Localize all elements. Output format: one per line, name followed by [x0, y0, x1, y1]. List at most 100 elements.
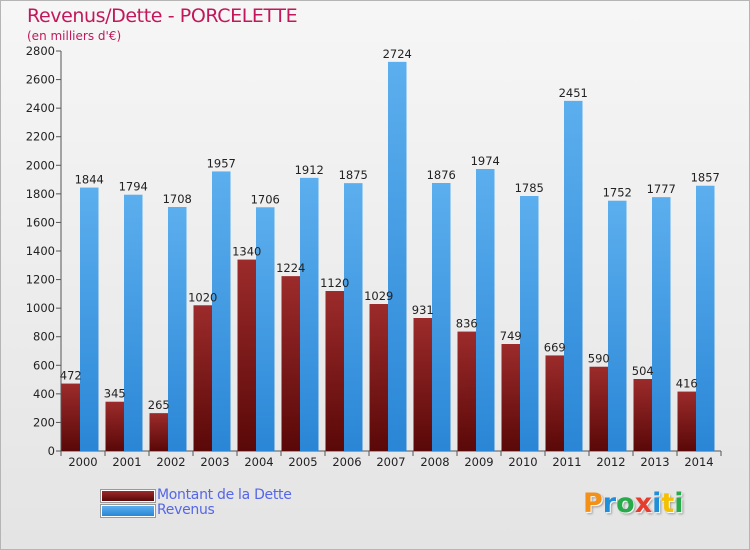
y-tick-label: 200 — [33, 415, 55, 429]
x-tick-label: 2006 — [332, 455, 361, 469]
bar-revenus — [432, 183, 451, 451]
data-label-dette: 836 — [456, 317, 478, 331]
data-label-revenus: 1974 — [471, 154, 500, 168]
y-tick-label: 800 — [33, 330, 55, 344]
data-label-revenus: 2451 — [559, 86, 588, 100]
bar-dette — [105, 401, 124, 451]
data-label-dette: 749 — [500, 329, 522, 343]
y-tick-label: 1400 — [26, 244, 55, 258]
data-label-dette: 931 — [412, 303, 434, 317]
y-tick-label: 1800 — [26, 187, 55, 201]
bar-revenus — [212, 171, 231, 451]
bar-dette — [589, 366, 608, 451]
data-label-revenus: 1785 — [515, 181, 544, 195]
chart-subtitle: (en milliers d'€) — [27, 29, 122, 43]
data-label-dette: 1020 — [188, 290, 217, 304]
data-label-revenus: 1876 — [427, 168, 456, 182]
y-tick-label: 1000 — [26, 301, 55, 315]
y-tick-label: 2200 — [26, 130, 55, 144]
bar-dette — [633, 379, 652, 451]
data-label-revenus: 1875 — [339, 168, 368, 182]
data-label-dette: 345 — [104, 387, 126, 401]
bar-dette — [149, 413, 168, 451]
bar-revenus — [564, 100, 583, 451]
bar-dette — [677, 391, 696, 451]
data-label-dette: 504 — [632, 364, 654, 378]
data-label-dette: 590 — [588, 352, 610, 366]
y-tick-label: 600 — [33, 358, 55, 372]
data-label-dette: 472 — [60, 369, 82, 383]
bar-revenus — [256, 207, 275, 451]
bar-revenus — [608, 200, 627, 451]
data-label-dette: 265 — [148, 398, 170, 412]
x-axis: 2000 2001 2002 2003 2004 2005 2006 2007 2008 2009… — [60, 450, 722, 469]
logo-letter: o — [616, 488, 635, 519]
data-label-dette: 416 — [676, 377, 698, 391]
x-tick-label: 2004 — [244, 455, 273, 469]
y-tick-label: 2000 — [26, 158, 55, 172]
bar-dette — [61, 383, 80, 451]
x-tick-label: 2012 — [596, 455, 625, 469]
legend-swatch-dette — [101, 490, 155, 502]
logo-letter: i — [674, 488, 684, 519]
bar-revenus — [344, 183, 363, 451]
x-tick-label: 2014 — [684, 455, 713, 469]
y-tick-label: 400 — [33, 387, 55, 401]
proxiti-logo: Proxiti — [583, 488, 684, 519]
data-label-dette: 669 — [544, 340, 566, 354]
x-tick-label: 2013 — [640, 455, 669, 469]
x-tick-label: 2000 — [68, 455, 97, 469]
bar-revenus — [652, 197, 671, 451]
bar-dette — [501, 344, 520, 451]
x-tick-label: 2008 — [420, 455, 449, 469]
bar-revenus — [388, 61, 407, 451]
logo-letter: i — [652, 488, 662, 519]
logo-letter: t — [661, 488, 675, 519]
y-tick-label: 2400 — [26, 101, 55, 115]
x-tick-label: 2002 — [156, 455, 185, 469]
data-labels: 472 1844 345 1794 265 1708 1020 1957 1340 1706 122… — [60, 47, 720, 412]
y-tick-label: 2800 — [26, 44, 55, 58]
bar-revenus — [124, 194, 143, 451]
legend-swatch-revenus — [101, 505, 155, 517]
data-label-revenus: 1706 — [251, 192, 280, 206]
bar-dette — [325, 291, 344, 451]
y-axis: 0 200 400 600 800 1000 1200 1400 1600 1800 2000 220… — [26, 44, 62, 458]
bar-dette — [545, 355, 564, 451]
x-tick-label: 2003 — [200, 455, 229, 469]
y-tick-label: 2600 — [26, 73, 55, 87]
bar-revenus — [168, 207, 187, 451]
bar-dette — [281, 276, 300, 451]
bar-revenus — [696, 185, 715, 451]
data-label-revenus: 1912 — [295, 163, 324, 177]
x-tick-label: 2009 — [464, 455, 493, 469]
logo-letter: r — [602, 488, 617, 519]
y-tick-label: 0 — [48, 444, 55, 458]
bar-revenus — [520, 196, 539, 451]
y-tick-label: 1200 — [26, 273, 55, 287]
data-label-dette: 1120 — [320, 276, 349, 290]
bar-revenus — [80, 187, 99, 452]
bar-dette — [193, 305, 212, 451]
data-label-revenus: 1752 — [603, 186, 632, 200]
data-label-revenus: 1844 — [75, 173, 104, 187]
x-tick-label: 2007 — [376, 455, 405, 469]
x-tick-label: 2010 — [508, 455, 537, 469]
data-label-revenus: 1777 — [647, 182, 676, 196]
data-label-revenus: 2724 — [383, 47, 412, 61]
bar-revenus — [476, 169, 495, 451]
bars — [61, 61, 715, 452]
chart-title: Revenus/Dette - PORCELETTE — [27, 5, 298, 27]
x-tick-label: 2005 — [288, 455, 317, 469]
data-label-dette: 1224 — [276, 261, 305, 275]
bar-dette — [457, 331, 476, 451]
data-label-revenus: 1708 — [163, 192, 192, 206]
bar-dette — [413, 318, 432, 451]
legend-label-dette: Montant de la Dette — [157, 487, 292, 503]
legend-label-revenus: Revenus — [157, 502, 215, 518]
bar-dette — [237, 259, 256, 451]
logo-letter: x — [634, 488, 653, 519]
y-tick-label: 1600 — [26, 215, 55, 229]
